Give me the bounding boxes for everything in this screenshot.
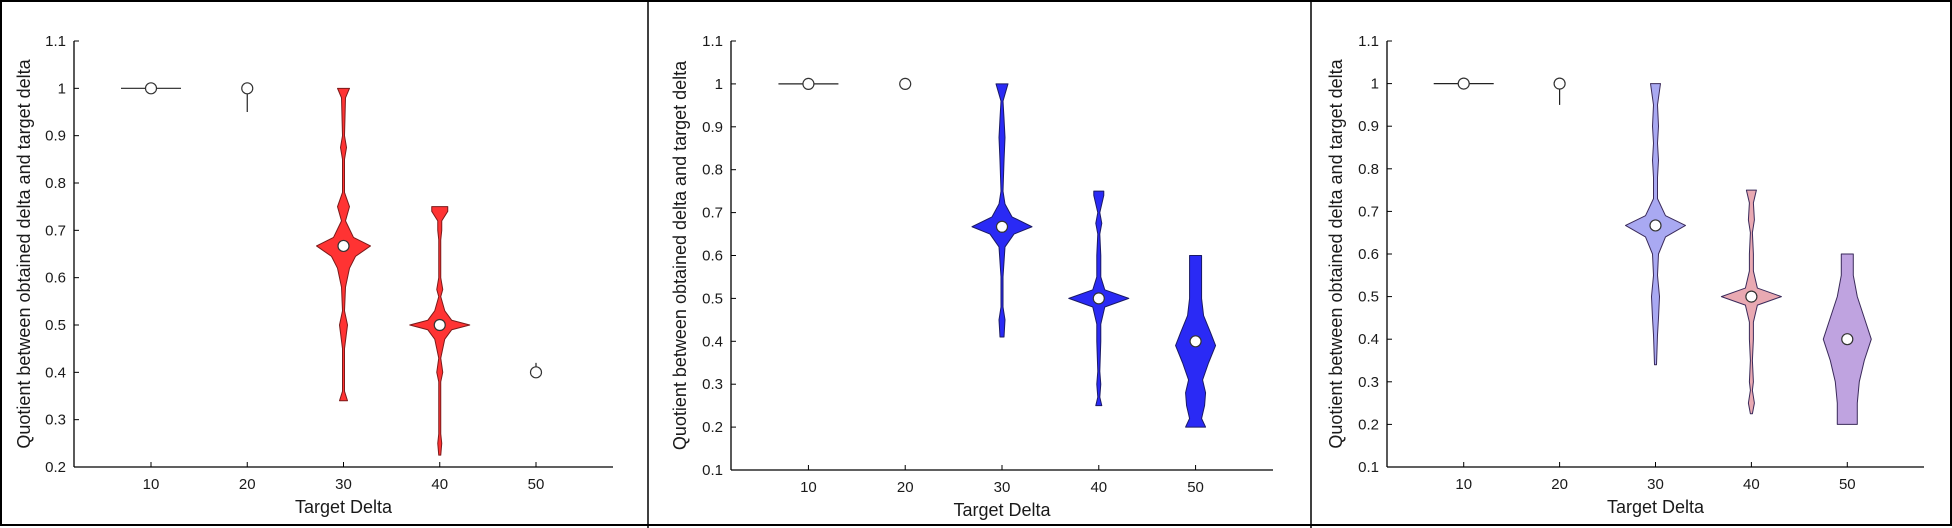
y-tick-label: 0.4 xyxy=(45,364,66,381)
y-tick-label: 1 xyxy=(1371,76,1379,93)
violin-20 xyxy=(241,82,254,112)
x-axis-label: Target Delta xyxy=(295,497,393,517)
x-tick-label: 30 xyxy=(335,476,352,493)
y-tick-label: 0.3 xyxy=(45,412,66,429)
median-marker xyxy=(899,77,912,91)
y-axis-label: Quotient between obtained delta and targ… xyxy=(670,60,690,450)
y-tick-label: 0.1 xyxy=(1358,459,1379,476)
y-tick-label: 0.3 xyxy=(1358,374,1379,391)
median-marker xyxy=(433,318,446,332)
y-tick-label: 0.2 xyxy=(1358,416,1379,433)
y-tick-label: 0.9 xyxy=(702,119,723,136)
y-tick-label: 1.1 xyxy=(45,33,66,50)
median-marker xyxy=(1553,77,1566,90)
violin-body xyxy=(971,83,1033,338)
y-tick-label: 0.2 xyxy=(702,419,723,436)
violin-40 xyxy=(1720,189,1782,415)
x-axis-label: Target Delta xyxy=(1607,497,1705,517)
x-tick-label: 50 xyxy=(1187,479,1204,496)
y-tick-label: 0.7 xyxy=(702,205,723,222)
median-marker xyxy=(802,77,815,91)
y-tick-label: 0.3 xyxy=(702,376,723,393)
median-marker xyxy=(1649,219,1662,232)
median-marker xyxy=(337,239,350,253)
y-tick-label: 0.6 xyxy=(45,270,66,287)
violin-10 xyxy=(778,77,839,91)
y-tick-label: 0.7 xyxy=(1358,203,1379,220)
median-marker xyxy=(1457,77,1470,90)
x-axis-label: Target Delta xyxy=(953,500,1051,520)
y-tick-label: 0.8 xyxy=(45,175,66,192)
chart-panel: 0.2 0.3 0.4 0.5 0.6 0.7 0.8 0.9 1 1.1 10 20 30 40 50 Ta… xyxy=(14,33,613,517)
x-tick-label: 20 xyxy=(1551,476,1568,493)
y-tick-label: 0.4 xyxy=(702,333,723,350)
median-marker xyxy=(1092,292,1105,305)
median-marker xyxy=(1841,333,1854,346)
x-tick-label: 50 xyxy=(1839,476,1856,493)
y-tick-label: 0.7 xyxy=(45,222,66,239)
y-tick-label: 0.2 xyxy=(45,459,66,476)
median-marker xyxy=(241,82,254,95)
x-tick-label: 10 xyxy=(143,476,160,493)
y-tick-label: 1 xyxy=(58,80,66,97)
violin-30 xyxy=(971,83,1033,338)
violin-50 xyxy=(529,362,543,379)
x-tick-label: 40 xyxy=(1743,476,1760,493)
violin-30 xyxy=(1625,83,1686,366)
median-marker xyxy=(1189,335,1202,348)
median-marker xyxy=(995,220,1009,233)
panels: 0.2 0.3 0.4 0.5 0.6 0.7 0.8 0.9 1 1.1 10 20 30 40 50 Ta… xyxy=(14,33,1924,520)
x-tick-label: 10 xyxy=(1455,476,1472,493)
y-tick-label: 0.6 xyxy=(702,248,723,265)
chart-panel: 0.1 0.2 0.3 0.4 0.5 0.6 0.7 0.8 0.9 1 1.1 10 20 30 40 5… xyxy=(670,33,1273,520)
x-tick-label: 20 xyxy=(239,476,256,493)
y-tick-label: 0.5 xyxy=(1358,289,1379,306)
y-tick-label: 0.9 xyxy=(1358,118,1379,135)
y-axis-label: Quotient between obtained delta and targ… xyxy=(1326,58,1346,448)
violin-40 xyxy=(1068,190,1130,407)
median-marker xyxy=(144,82,158,95)
y-tick-label: 1.1 xyxy=(702,33,723,50)
x-tick-label: 20 xyxy=(897,479,914,496)
y-tick-label: 0.6 xyxy=(1358,246,1379,263)
violin-20 xyxy=(899,77,912,91)
y-tick-label: 0.4 xyxy=(1358,331,1379,348)
y-tick-label: 0.9 xyxy=(45,128,66,145)
y-tick-label: 0.5 xyxy=(702,290,723,307)
violin-20 xyxy=(1553,77,1566,105)
x-tick-label: 10 xyxy=(800,479,817,496)
y-tick-label: 1.1 xyxy=(1358,33,1379,50)
x-tick-label: 50 xyxy=(528,476,545,493)
violin-50 xyxy=(1822,253,1872,425)
median-marker xyxy=(1745,290,1758,303)
violin-10 xyxy=(121,82,181,95)
y-axis-label: Quotient between obtained delta and targ… xyxy=(14,58,34,448)
violin-40 xyxy=(409,206,471,456)
y-tick-label: 1 xyxy=(715,76,723,93)
x-tick-label: 30 xyxy=(1647,476,1664,493)
y-tick-label: 0.8 xyxy=(702,162,723,179)
violin-50 xyxy=(1175,255,1217,428)
chart-panel: 0.1 0.2 0.3 0.4 0.5 0.6 0.7 0.8 0.9 1 1.1 10 20 30 40 5… xyxy=(1326,33,1924,517)
y-tick-label: 0.1 xyxy=(702,462,723,479)
x-tick-label: 40 xyxy=(431,476,448,493)
y-tick-label: 0.8 xyxy=(1358,161,1379,178)
x-tick-label: 30 xyxy=(994,479,1011,496)
violin-10 xyxy=(1433,77,1494,90)
median-marker xyxy=(529,366,543,379)
violin-30 xyxy=(316,87,371,402)
x-tick-label: 40 xyxy=(1090,479,1107,496)
y-tick-label: 0.5 xyxy=(45,317,66,334)
